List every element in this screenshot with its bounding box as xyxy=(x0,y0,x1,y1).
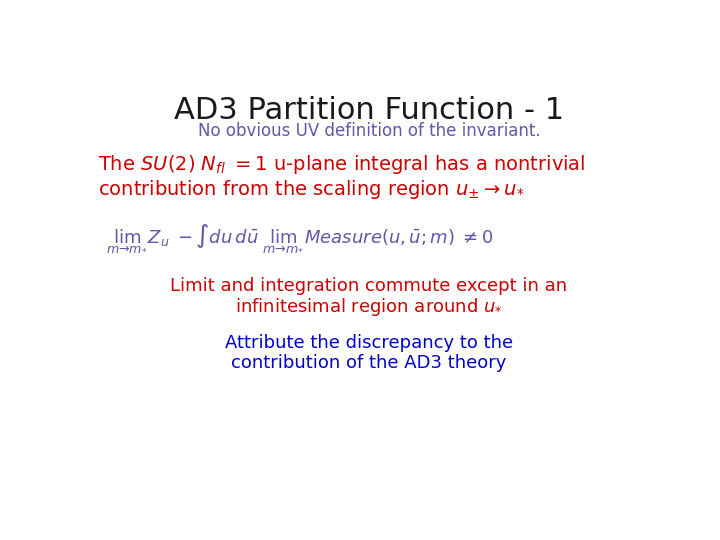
Text: Limit and integration commute except in an: Limit and integration commute except in … xyxy=(171,276,567,294)
Text: contribution of the AD3 theory: contribution of the AD3 theory xyxy=(231,354,507,372)
Text: $\lim_{m \rightarrow m_{*}} Z_u \; - \int du\, d\bar{u} \; \lim_{m \rightarrow m: $\lim_{m \rightarrow m_{*}} Z_u \; - \in… xyxy=(106,222,493,254)
Text: infinitesimal region around $u_{*}$: infinitesimal region around $u_{*}$ xyxy=(235,296,503,318)
Text: Attribute the discrepancy to the: Attribute the discrepancy to the xyxy=(225,334,513,352)
Text: AD3 Partition Function - 1: AD3 Partition Function - 1 xyxy=(174,96,564,125)
Text: contribution from the scaling region $u_{\pm} \rightarrow u_{*}$: contribution from the scaling region $u_… xyxy=(98,178,524,201)
Text: The $SU(2)$ $N_{fl}$ $= 1$ u-plane integral has a nontrivial: The $SU(2)$ $N_{fl}$ $= 1$ u-plane integ… xyxy=(98,153,585,177)
Text: No obvious UV definition of the invariant.: No obvious UV definition of the invarian… xyxy=(198,122,540,140)
